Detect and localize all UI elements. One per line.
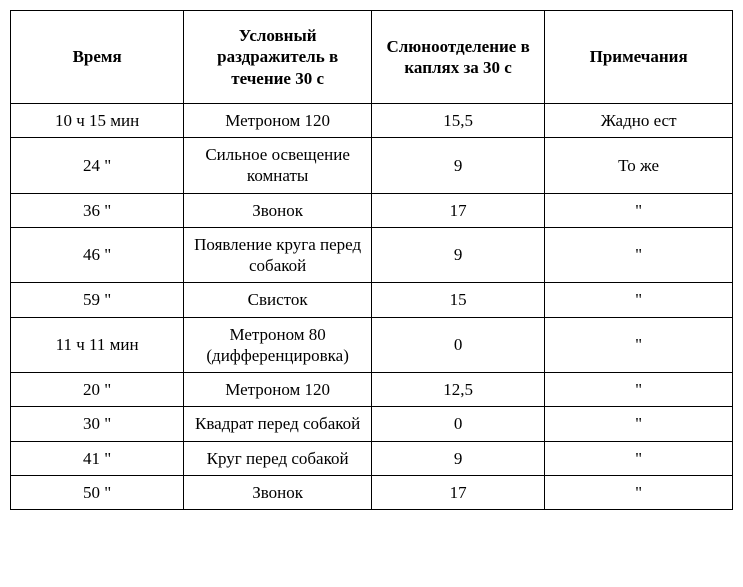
cell-stimulus: Сильное освещение комнаты <box>184 138 372 194</box>
table-body: 10 ч 15 мин Метроном 120 15,5 Жадно ест … <box>11 103 733 509</box>
cell-stimulus: Появление круга перед собакой <box>184 227 372 283</box>
cell-saliva: 9 <box>371 138 544 194</box>
cell-saliva: 0 <box>371 317 544 373</box>
table-row: 59 " Свисток 15 " <box>11 283 733 317</box>
table-row: 41 " Круг перед собакой 9 " <box>11 441 733 475</box>
col-header-notes: Примечания <box>545 11 733 104</box>
table-row: 50 " Звонок 17 " <box>11 475 733 509</box>
table-row: 11 ч 11 мин Метроном 80 (дифференци­ровк… <box>11 317 733 373</box>
cell-stimulus: Звонок <box>184 475 372 509</box>
cell-saliva: 9 <box>371 441 544 475</box>
cell-saliva: 15,5 <box>371 103 544 137</box>
cell-saliva: 17 <box>371 475 544 509</box>
cell-note: " <box>545 283 733 317</box>
table-row: 10 ч 15 мин Метроном 120 15,5 Жадно ест <box>11 103 733 137</box>
cell-note: Жадно ест <box>545 103 733 137</box>
experiment-table: Время Условный раздражитель в течение 30… <box>10 10 733 510</box>
cell-time: 46 " <box>11 227 184 283</box>
cell-stimulus: Квадрат перед собакой <box>184 407 372 441</box>
table-row: 30 " Квадрат перед собакой 0 " <box>11 407 733 441</box>
cell-saliva: 12,5 <box>371 373 544 407</box>
cell-saliva: 17 <box>371 193 544 227</box>
cell-time: 10 ч 15 мин <box>11 103 184 137</box>
col-header-stimulus: Условный раздражитель в течение 30 с <box>184 11 372 104</box>
cell-note: " <box>545 317 733 373</box>
cell-stimulus: Круг перед собакой <box>184 441 372 475</box>
cell-note: То же <box>545 138 733 194</box>
cell-time: 11 ч 11 мин <box>11 317 184 373</box>
cell-time: 24 " <box>11 138 184 194</box>
cell-stimulus: Метроном 80 (дифференци­ровка) <box>184 317 372 373</box>
table-header: Время Условный раздражитель в течение 30… <box>11 11 733 104</box>
table-row: 46 " Появление круга перед собакой 9 " <box>11 227 733 283</box>
cell-note: " <box>545 373 733 407</box>
col-header-time: Время <box>11 11 184 104</box>
cell-note: " <box>545 227 733 283</box>
col-header-saliva: Слюноотделе­ние в каплях за 30 с <box>371 11 544 104</box>
cell-time: 59 " <box>11 283 184 317</box>
cell-note: " <box>545 193 733 227</box>
cell-saliva: 0 <box>371 407 544 441</box>
table-row: 24 " Сильное освещение комнаты 9 То же <box>11 138 733 194</box>
cell-time: 30 " <box>11 407 184 441</box>
cell-note: " <box>545 475 733 509</box>
cell-saliva: 9 <box>371 227 544 283</box>
cell-stimulus: Метроном 120 <box>184 373 372 407</box>
cell-saliva: 15 <box>371 283 544 317</box>
cell-time: 50 " <box>11 475 184 509</box>
cell-time: 20 " <box>11 373 184 407</box>
cell-time: 41 " <box>11 441 184 475</box>
cell-stimulus: Свисток <box>184 283 372 317</box>
cell-stimulus: Метроном 120 <box>184 103 372 137</box>
header-row: Время Условный раздражитель в течение 30… <box>11 11 733 104</box>
cell-time: 36 " <box>11 193 184 227</box>
table-row: 20 " Метроном 120 12,5 " <box>11 373 733 407</box>
cell-note: " <box>545 441 733 475</box>
table-row: 36 " Звонок 17 " <box>11 193 733 227</box>
cell-note: " <box>545 407 733 441</box>
cell-stimulus: Звонок <box>184 193 372 227</box>
